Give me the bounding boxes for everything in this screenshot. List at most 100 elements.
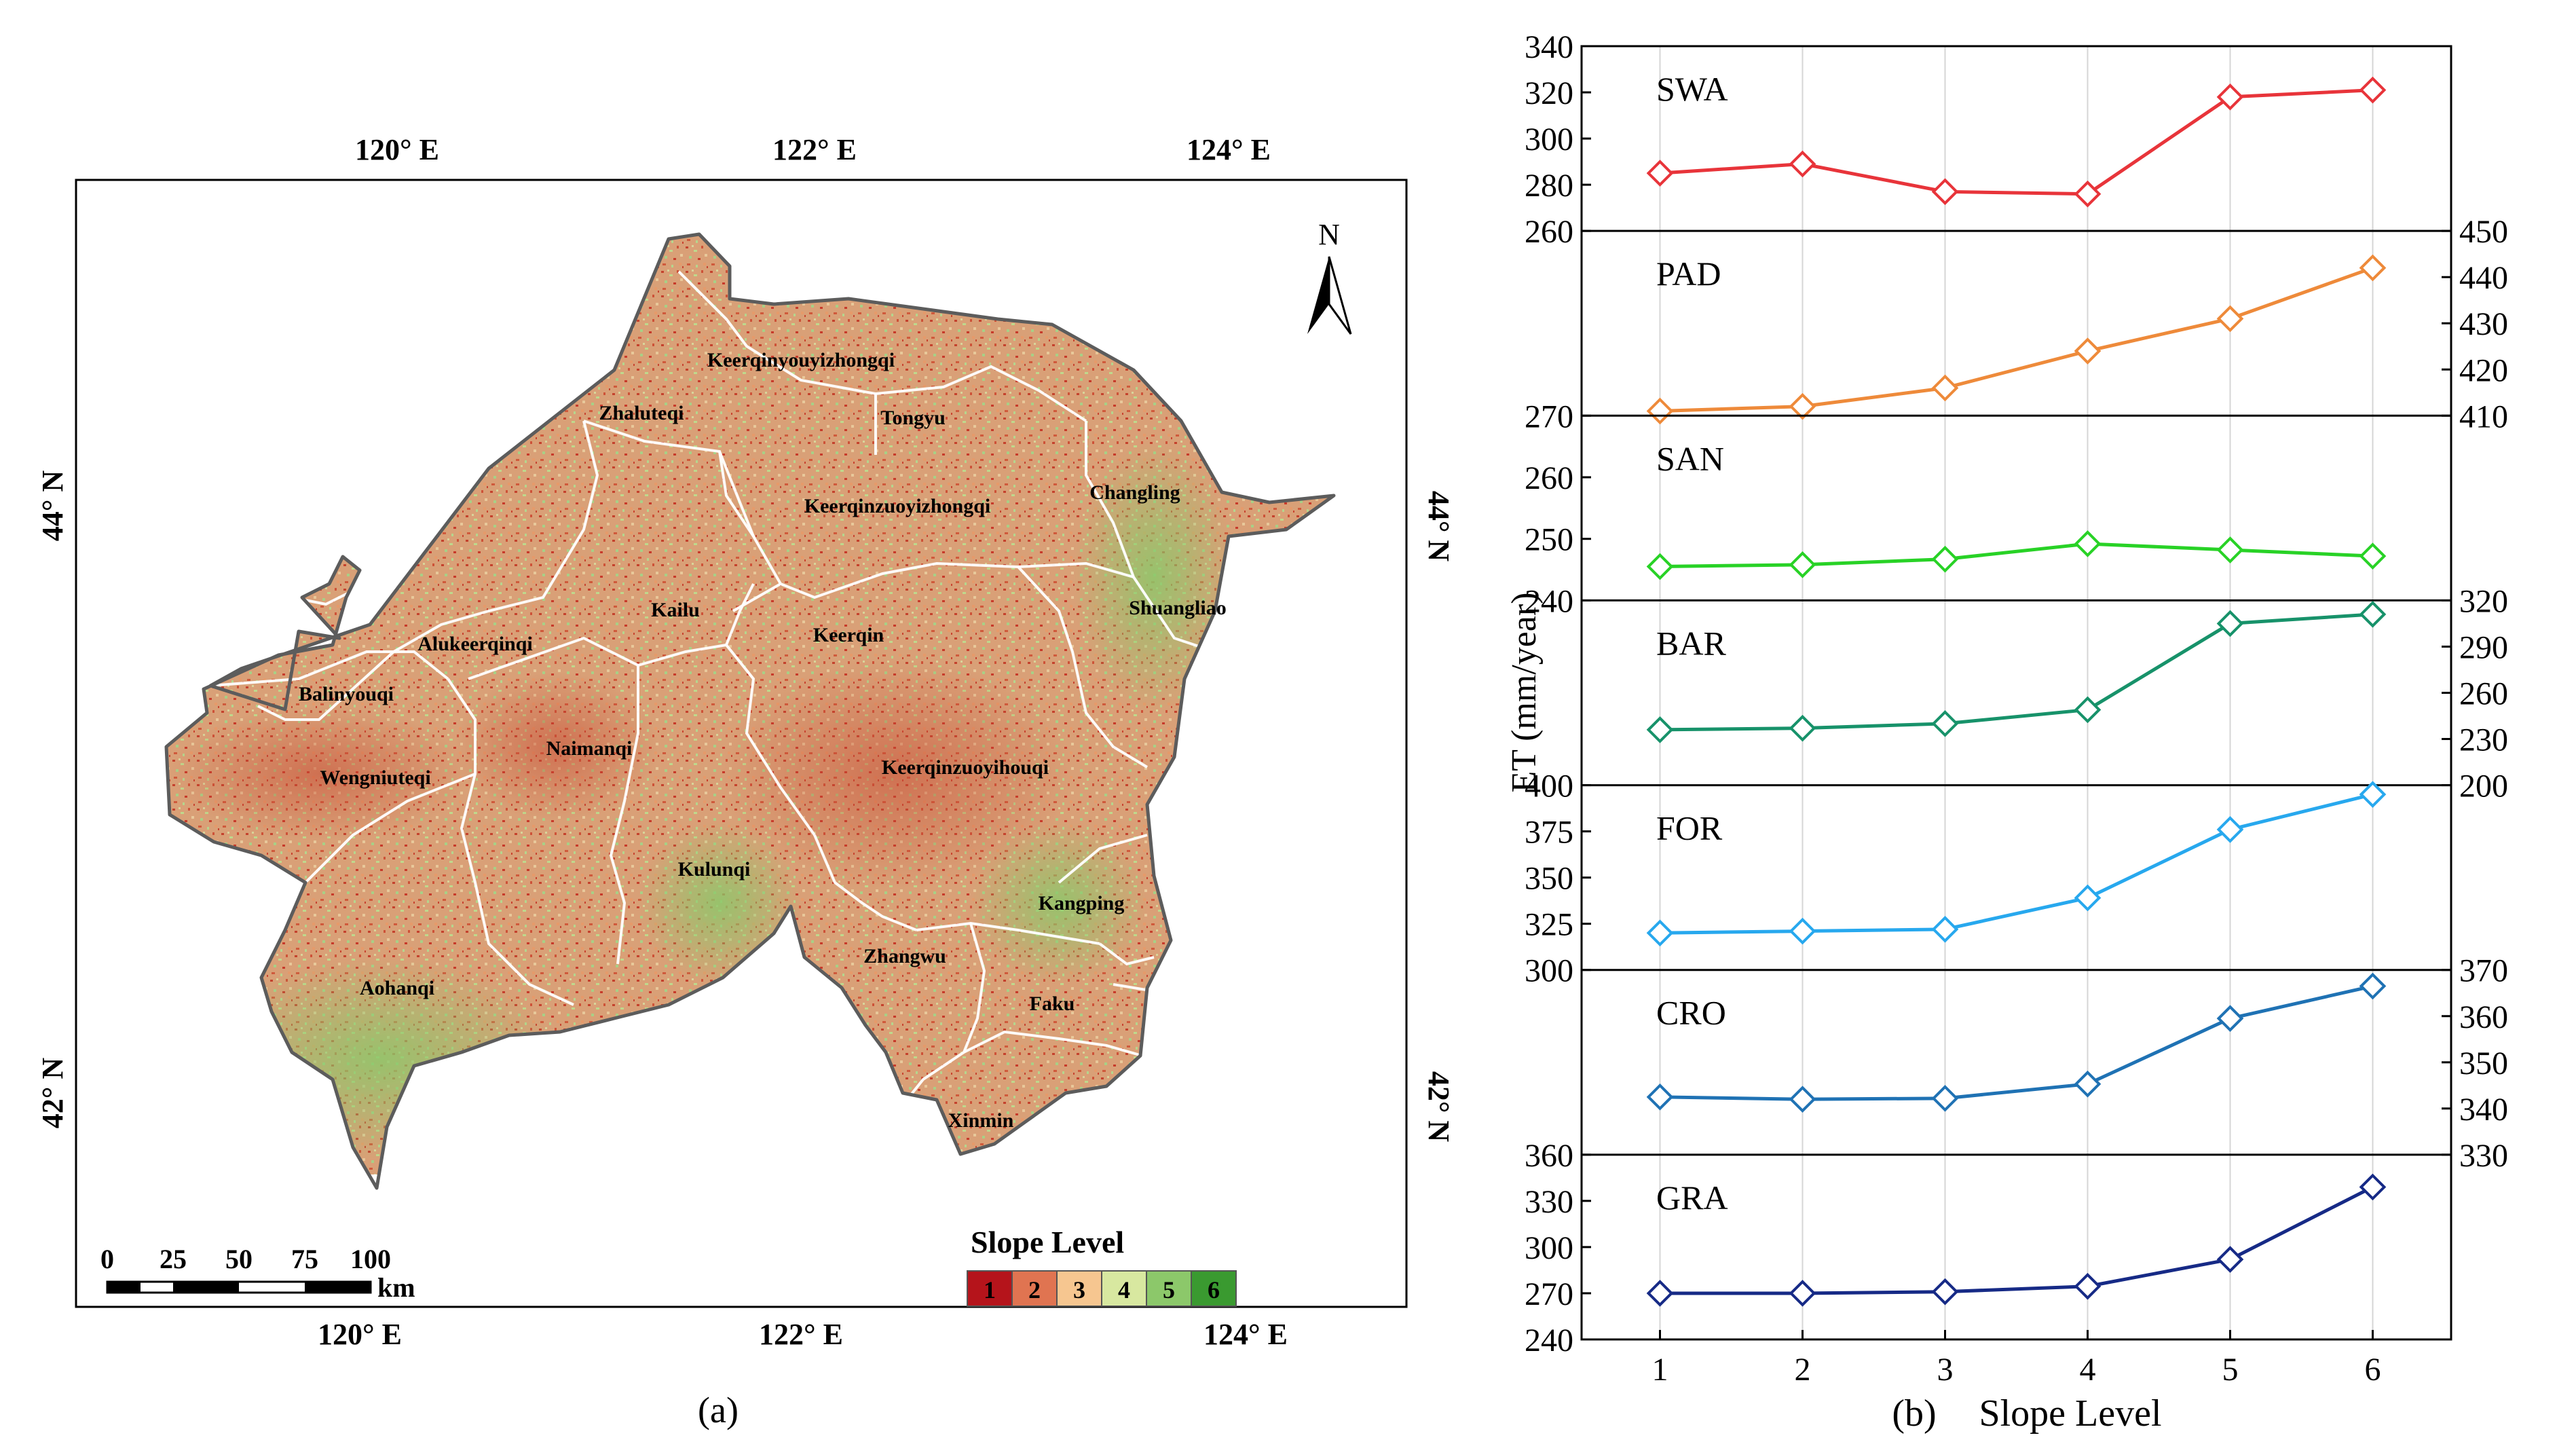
region-label: Keerqinzuoyihouqi <box>882 756 1049 779</box>
scale-bar: 0 25 50 75 100 km <box>100 1244 415 1303</box>
x-tick-label: 6 <box>2365 1352 2381 1388</box>
north-arrow-icon: N <box>1307 218 1352 335</box>
data-point <box>1789 917 1816 945</box>
panel-a-caption: (a) <box>698 1390 739 1430</box>
data-point <box>2216 1246 2244 1273</box>
data-point <box>2359 781 2387 809</box>
y-tick-label: 340 <box>1525 29 1573 65</box>
data-point <box>2216 84 2244 111</box>
x-tick-label: 1 <box>1652 1352 1668 1388</box>
data-point <box>2359 542 2387 570</box>
chart-frame <box>1580 45 2452 1341</box>
data-point <box>2359 1173 2387 1201</box>
scale-label: 100 <box>350 1244 391 1274</box>
legend-swatch <box>1056 1270 1102 1307</box>
chart-ylabel: ET (mm/year) <box>1505 592 1544 792</box>
data-point <box>1646 1280 1674 1307</box>
x-tick-label: 5 <box>2222 1352 2239 1388</box>
y-tick-label: 280 <box>1525 168 1573 204</box>
data-point <box>1646 160 1674 187</box>
y-tick-label: 330 <box>2459 1138 2508 1174</box>
data-point <box>1931 1278 1959 1306</box>
top-tick-120: 120° E <box>355 133 439 166</box>
region-label: Shuangliao <box>1129 597 1226 619</box>
chart-grid <box>1659 46 2374 1339</box>
scale-label: 0 <box>100 1244 114 1274</box>
bottom-tick-124: 124° E <box>1203 1318 1288 1351</box>
legend-swatch <box>1191 1270 1237 1307</box>
y-tick-label: 270 <box>1525 1276 1573 1312</box>
y-tick-label: 450 <box>2459 214 2508 250</box>
chart-series-panels: 260280300320340SWA410420430440450PAD2402… <box>1525 29 2508 1358</box>
region-label: Kangping <box>1039 892 1125 914</box>
x-tick-label: 4 <box>2080 1352 2096 1388</box>
chart-caption: (b) <box>1892 1392 1936 1434</box>
top-tick-122: 122° E <box>772 133 857 166</box>
data-point <box>1646 553 1674 580</box>
data-point <box>2359 76 2387 104</box>
data-point <box>1789 392 1816 420</box>
data-point <box>2074 337 2102 365</box>
series-panel-gra: 240 270 300 330 360 GRA <box>1525 1138 2451 1358</box>
y-tick-label: 340 <box>2459 1092 2508 1128</box>
y-tick-label: 350 <box>2459 1045 2508 1081</box>
series-line-pad <box>1660 266 2374 413</box>
series-label: FOR <box>1656 809 1723 847</box>
series-panel-bar: 200 230 260 290 320 BAR <box>1582 583 2508 804</box>
region-label: Faku <box>1030 993 1075 1015</box>
region-label: Keerqin <box>813 624 884 646</box>
y-tick-label: 200 <box>2459 769 2508 804</box>
left-tick-42: 42° N <box>36 1058 69 1129</box>
region-label: Tongyu <box>880 407 946 429</box>
x-tick-label: 3 <box>1937 1352 1954 1388</box>
data-point <box>2359 972 2387 1000</box>
data-point <box>2216 305 2244 333</box>
map-top-ticks: 120° E 122° E 124° E <box>355 133 1271 166</box>
scale-label: 75 <box>291 1244 318 1274</box>
data-point <box>1789 150 1816 178</box>
series-panel-for: 300 325 350 375 400 FOR <box>1525 769 2451 989</box>
data-point <box>2074 1070 2102 1098</box>
chart-panel: 260280300320340SWA410420430440450PAD2402… <box>1505 29 2508 1434</box>
legend-swatch-label: 2 <box>1028 1276 1041 1303</box>
data-point <box>1931 178 1959 206</box>
region-label: Naimanqi <box>546 737 633 760</box>
y-tick-label: 250 <box>1525 522 1573 558</box>
legend-swatch <box>1011 1270 1058 1307</box>
data-point <box>1789 551 1816 578</box>
chart-xlabel: Slope Level <box>1979 1392 2161 1434</box>
data-point <box>1646 716 1674 743</box>
y-tick-label: 440 <box>2459 260 2508 296</box>
north-label: N <box>1318 218 1340 251</box>
data-point <box>1789 1280 1816 1307</box>
top-tick-124: 124° E <box>1187 133 1271 166</box>
region-label: Wengniuteqi <box>320 766 430 789</box>
y-tick-label: 330 <box>1525 1184 1573 1220</box>
region-label: Zhaluteqi <box>599 402 684 424</box>
y-tick-label: 240 <box>1525 1322 1573 1358</box>
data-point <box>1646 1083 1674 1111</box>
series-label: PAD <box>1656 255 1721 293</box>
map-right-ticks: 44° N 42° N <box>1422 491 1455 1143</box>
y-tick-label: 290 <box>2459 629 2508 665</box>
scale-unit: km <box>377 1272 415 1303</box>
y-tick-label: 300 <box>1525 953 1573 989</box>
chart-x-ticks: 1 2 3 4 5 6 <box>1652 1330 2381 1388</box>
data-point <box>2074 696 2102 724</box>
region-labels: Keerqinyouyizhongqi Zhaluteqi Tongyu Cha… <box>299 349 1227 1132</box>
y-tick-label: 320 <box>1525 75 1573 111</box>
data-point <box>1789 1086 1816 1113</box>
y-tick-label: 430 <box>2459 306 2508 342</box>
region-label: Changling <box>1089 481 1180 504</box>
series-label: GRA <box>1656 1179 1728 1217</box>
legend-swatch <box>1101 1270 1147 1307</box>
data-point <box>2216 816 2244 843</box>
legend-swatch-label: 6 <box>1208 1276 1220 1303</box>
data-point <box>2216 610 2244 637</box>
y-tick-label: 360 <box>1525 1138 1573 1174</box>
series-label: SAN <box>1656 439 1724 477</box>
region-label: Aohanqi <box>360 977 434 999</box>
y-tick-label: 300 <box>1525 1230 1573 1266</box>
y-tick-label: 240 <box>1525 583 1573 619</box>
y-tick-label: 325 <box>1525 907 1573 943</box>
